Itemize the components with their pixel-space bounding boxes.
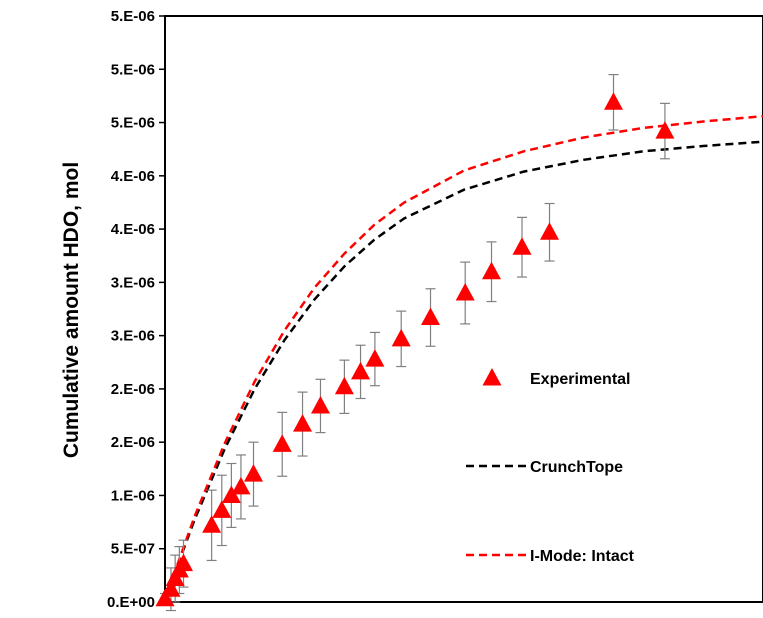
legend-label: CrunchTope xyxy=(530,459,623,476)
data-point xyxy=(155,588,175,607)
data-point xyxy=(212,500,232,518)
y-axis-ticks: 0.E+00 5.E-07 1.E-06 2.E-06 2.E-06 3.E-06 3.E-… xyxy=(107,8,165,611)
data-point xyxy=(421,307,441,326)
series-line xyxy=(163,114,763,603)
data-point xyxy=(455,283,475,301)
data-point xyxy=(365,349,385,367)
y-tick-label: 5.E-06 xyxy=(111,8,155,25)
y-tick-label: 5.E-06 xyxy=(111,61,155,78)
y-tick-label: 4.E-06 xyxy=(111,168,155,185)
data-point xyxy=(310,395,330,414)
data-point xyxy=(391,328,411,347)
data-point xyxy=(334,376,354,395)
data-point xyxy=(161,579,181,597)
data-point xyxy=(512,237,532,255)
y-tick-label: 3.E-06 xyxy=(111,274,155,291)
data-point xyxy=(202,515,222,533)
data-point xyxy=(655,121,675,139)
y-tick-label: 1.E-06 xyxy=(111,487,155,504)
y-tick-label: 0.E+00 xyxy=(107,594,155,611)
experimental-markers xyxy=(155,92,675,607)
y-axis-title: Cumulative amount HDO, mol xyxy=(60,162,83,458)
plot-area xyxy=(164,15,763,603)
y-tick-label: 5.E-07 xyxy=(111,541,155,558)
model-lines xyxy=(163,114,763,603)
data-point xyxy=(604,92,623,110)
data-point xyxy=(293,414,313,432)
legend: Experimental CrunchTope I-Mode: Intact xyxy=(466,368,635,565)
data-point xyxy=(221,485,241,503)
data-point xyxy=(272,434,292,452)
data-point xyxy=(540,222,560,240)
legend-marker-experimental xyxy=(482,368,502,386)
legend-label: I-Mode: Intact xyxy=(530,548,635,565)
y-tick-label: 2.E-06 xyxy=(111,434,155,451)
data-point xyxy=(482,261,502,280)
data-point xyxy=(174,553,194,572)
y-tick-label: 4.E-06 xyxy=(111,221,155,238)
y-tick-label: 5.E-06 xyxy=(111,115,155,132)
data-point xyxy=(231,476,251,495)
data-point xyxy=(351,361,371,380)
series-line xyxy=(163,140,763,603)
data-point xyxy=(244,464,264,482)
y-tick-label: 2.E-06 xyxy=(111,381,155,398)
y-tick-label: 3.E-06 xyxy=(111,328,155,345)
legend-label: Experimental xyxy=(530,371,630,388)
